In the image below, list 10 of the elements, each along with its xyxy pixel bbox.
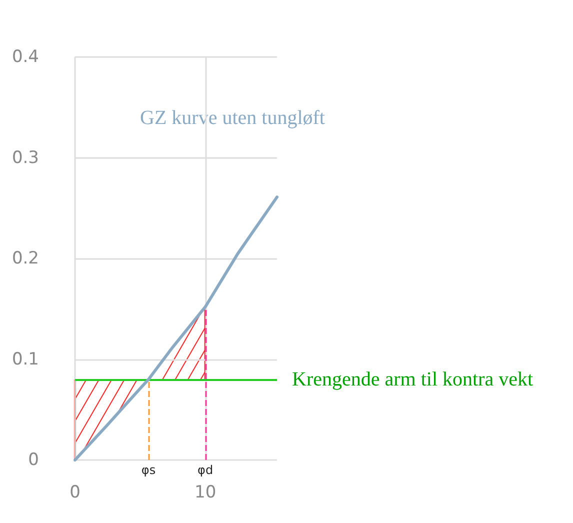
y-tick-label: 0.1 (12, 349, 39, 370)
x-tick-label: 10 (194, 482, 216, 502)
y-tick-label: 0.4 (12, 47, 39, 67)
y-tick-label: 0 (28, 450, 39, 470)
ref-line-label: φd (198, 463, 214, 477)
ref-line-label: φs (141, 463, 156, 477)
ref-line-label: Krengende arm til kontra vekt (292, 368, 534, 390)
y-tick-label: 0.2 (12, 248, 39, 268)
y-tick-label: 0.3 (12, 148, 39, 168)
text: GZ kurve uten tungløft (140, 107, 326, 129)
